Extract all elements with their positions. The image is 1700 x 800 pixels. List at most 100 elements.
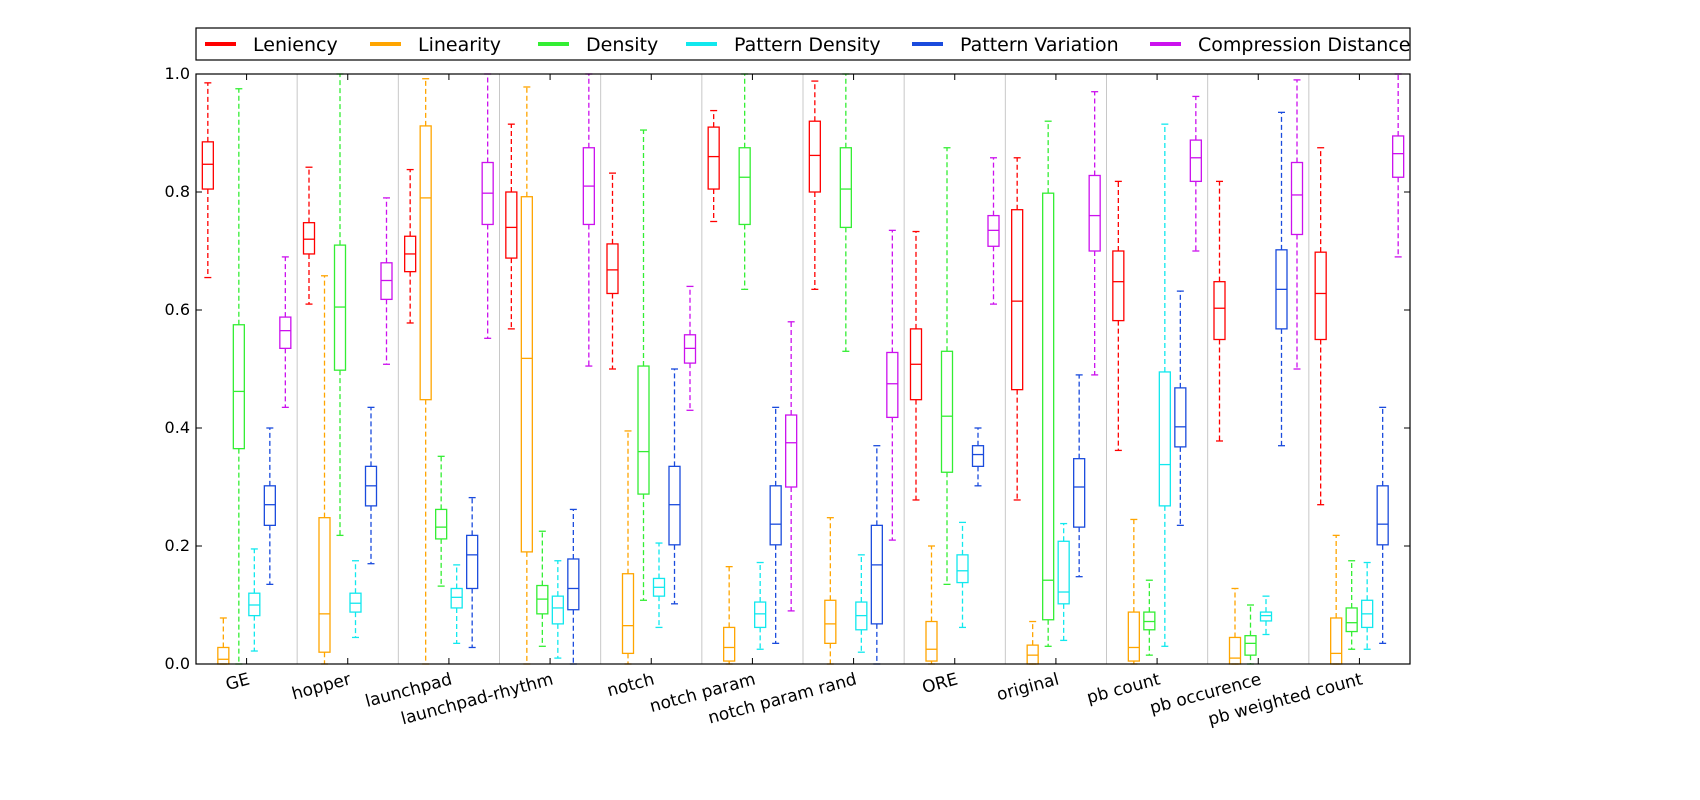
box-pattern-density-ore bbox=[956, 521, 969, 629]
iqr-box bbox=[621, 573, 635, 655]
box-leniency-original bbox=[1011, 157, 1024, 501]
iqr-box bbox=[1158, 371, 1171, 507]
iqr-box bbox=[1259, 611, 1273, 622]
box-leniency-ore bbox=[909, 230, 923, 501]
box-density-ore bbox=[940, 147, 954, 585]
xtick-label-hopper: hopper bbox=[290, 670, 353, 705]
box-density-pb-weighted-count bbox=[1345, 560, 1358, 650]
box-density-hopper bbox=[333, 73, 347, 537]
iqr-box bbox=[1376, 485, 1389, 546]
iqr-box bbox=[1073, 458, 1086, 528]
box-density-notch bbox=[637, 129, 650, 601]
box-density-launchpad bbox=[435, 455, 448, 587]
iqr-box bbox=[232, 324, 245, 450]
series-leniency bbox=[201, 80, 1327, 506]
legend-label-pattern-density: Pattern Density bbox=[734, 34, 881, 56]
box-density-pb-occurence bbox=[1244, 604, 1257, 665]
category-separators bbox=[296, 74, 1310, 664]
box-density-notch-param bbox=[738, 73, 751, 291]
box-linearity-launchpad-rhythm bbox=[520, 86, 533, 665]
box-leniency-launchpad bbox=[404, 168, 417, 324]
iqr-box bbox=[668, 465, 681, 546]
box-leniency-pb-count bbox=[1112, 180, 1125, 452]
iqr-box bbox=[1314, 251, 1327, 341]
iqr-box bbox=[1345, 607, 1358, 633]
box-pattern-density-pb-weighted-count bbox=[1361, 561, 1374, 650]
box-compression-distance-hopper bbox=[380, 197, 393, 365]
iqr-box bbox=[956, 554, 969, 584]
box-pattern-density-launchpad-rhythm bbox=[551, 560, 564, 659]
box-leniency-pb-weighted-count bbox=[1314, 147, 1327, 506]
iqr-box bbox=[435, 508, 448, 540]
box-compression-distance-launchpad-rhythm bbox=[582, 73, 595, 367]
box-compression-distance-pb-weighted-count bbox=[1392, 73, 1405, 258]
box-pattern-variation-pb-count bbox=[1174, 290, 1187, 526]
legend-label-leniency: Leniency bbox=[253, 34, 338, 56]
iqr-box bbox=[1057, 540, 1070, 605]
iqr-box bbox=[1244, 635, 1257, 656]
xtick-label-ore: ORE bbox=[920, 670, 960, 699]
iqr-box bbox=[754, 601, 767, 629]
boxplot-series bbox=[201, 73, 1405, 665]
series-density bbox=[232, 73, 1358, 665]
iqr-box bbox=[201, 141, 214, 190]
box-pattern-density-pb-count bbox=[1158, 123, 1171, 647]
iqr-box bbox=[1213, 281, 1226, 341]
iqr-box bbox=[824, 599, 837, 645]
box-pattern-density-notch bbox=[652, 542, 666, 629]
box-leniency-notch bbox=[606, 172, 619, 370]
iqr-box bbox=[279, 316, 292, 349]
iqr-box bbox=[886, 351, 899, 419]
iqr-box bbox=[520, 196, 533, 553]
box-leniency-notch-param bbox=[707, 109, 720, 223]
iqr-box bbox=[707, 126, 720, 190]
box-compression-distance-launchpad bbox=[481, 73, 494, 339]
iqr-box bbox=[419, 125, 432, 401]
box-linearity-notch bbox=[621, 430, 635, 665]
xtick-label-ge: GE bbox=[224, 670, 252, 696]
box-linearity-launchpad bbox=[419, 78, 432, 665]
iqr-box bbox=[505, 191, 518, 259]
iqr-box bbox=[1174, 387, 1187, 448]
ytick-label: 0.8 bbox=[165, 182, 190, 201]
iqr-box bbox=[839, 147, 852, 229]
box-density-launchpad-rhythm bbox=[536, 530, 549, 647]
ytick-label: 0.6 bbox=[165, 300, 190, 319]
box-compression-distance-original bbox=[1088, 91, 1101, 376]
iqr-box bbox=[567, 558, 580, 611]
iqr-box bbox=[1112, 250, 1125, 322]
box-pattern-variation-launchpad-rhythm bbox=[567, 508, 580, 665]
iqr-box bbox=[738, 147, 751, 226]
iqr-box bbox=[925, 620, 938, 662]
box-pattern-density-launchpad bbox=[450, 564, 463, 644]
box-pattern-variation-hopper bbox=[364, 406, 378, 565]
box-linearity-ge bbox=[217, 617, 230, 665]
box-linearity-hopper bbox=[318, 275, 331, 665]
iqr-box bbox=[1330, 617, 1343, 665]
series-linearity bbox=[217, 78, 1343, 665]
iqr-box bbox=[450, 587, 463, 609]
box-pattern-variation-pb-weighted-count bbox=[1376, 406, 1389, 644]
iqr-box bbox=[263, 485, 276, 527]
box-density-ge bbox=[232, 88, 245, 665]
iqr-box bbox=[971, 445, 985, 468]
box-density-pb-count bbox=[1143, 579, 1156, 656]
box-pattern-variation-notch bbox=[668, 368, 681, 605]
box-compression-distance-notch-param bbox=[785, 321, 798, 612]
legend: Leniency Linearity Density Pattern Density P… bbox=[195, 27, 1411, 61]
box-compression-distance-notch bbox=[683, 285, 697, 411]
box-compression-distance-pb-count bbox=[1189, 95, 1202, 252]
iqr-box bbox=[318, 517, 331, 653]
box-pattern-density-hopper bbox=[349, 560, 362, 639]
iqr-box bbox=[1228, 636, 1242, 665]
box-pattern-variation-original bbox=[1073, 374, 1086, 578]
iqr-box bbox=[551, 595, 564, 625]
legend-label-linearity: Linearity bbox=[418, 34, 501, 56]
plot-frame bbox=[195, 73, 1411, 665]
iqr-box bbox=[1127, 611, 1140, 662]
iqr-box bbox=[1392, 135, 1405, 178]
series-pattern-variation bbox=[263, 111, 1389, 665]
box-linearity-notch-param bbox=[723, 566, 736, 665]
ytick-label: 0.4 bbox=[165, 418, 190, 437]
